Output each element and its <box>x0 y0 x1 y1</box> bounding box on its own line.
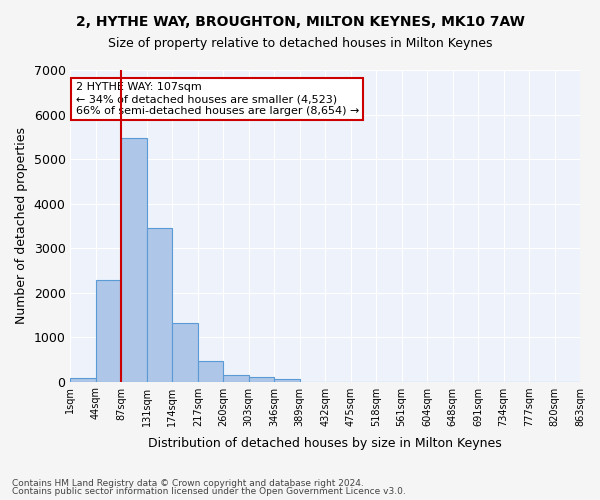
Bar <box>198 360 223 382</box>
Text: Contains public sector information licensed under the Open Government Licence v3: Contains public sector information licen… <box>12 487 406 496</box>
Bar <box>249 378 274 382</box>
Text: 2 HYTHE WAY: 107sqm
← 34% of detached houses are smaller (4,523)
66% of semi-det: 2 HYTHE WAY: 107sqm ← 34% of detached ho… <box>76 82 359 116</box>
Text: Size of property relative to detached houses in Milton Keynes: Size of property relative to detached ho… <box>108 38 492 51</box>
Bar <box>147 228 172 382</box>
X-axis label: Distribution of detached houses by size in Milton Keynes: Distribution of detached houses by size … <box>148 437 502 450</box>
Bar <box>70 378 96 382</box>
Text: Contains HM Land Registry data © Crown copyright and database right 2024.: Contains HM Land Registry data © Crown c… <box>12 478 364 488</box>
Bar <box>172 323 198 382</box>
Y-axis label: Number of detached properties: Number of detached properties <box>15 128 28 324</box>
Bar <box>121 138 147 382</box>
Bar <box>223 374 249 382</box>
Bar <box>96 280 121 382</box>
Text: 2, HYTHE WAY, BROUGHTON, MILTON KEYNES, MK10 7AW: 2, HYTHE WAY, BROUGHTON, MILTON KEYNES, … <box>76 15 524 29</box>
Bar <box>274 379 300 382</box>
